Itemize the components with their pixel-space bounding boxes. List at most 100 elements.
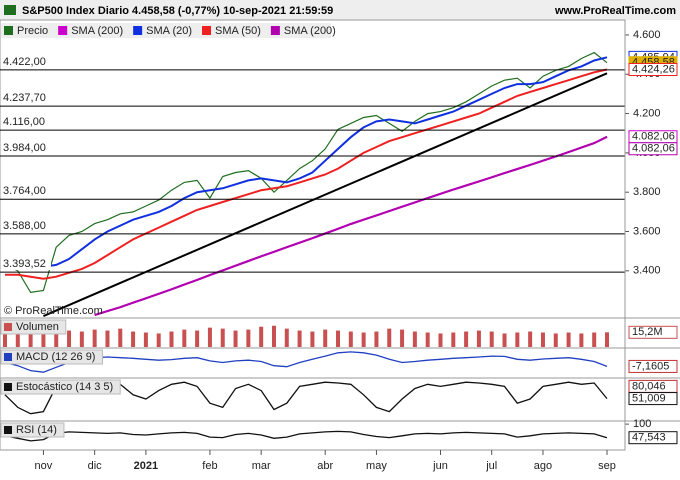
volume-bar xyxy=(502,333,507,347)
last-label: 4.082,06 xyxy=(632,143,675,155)
x-tick-label: abr xyxy=(317,460,333,472)
pane-title-bg xyxy=(0,422,65,438)
volume-bar xyxy=(41,322,46,347)
x-tick-label: sep xyxy=(598,460,616,472)
volume-bar xyxy=(361,332,366,347)
x-tick-label: may xyxy=(366,460,387,472)
x-tick-label: dic xyxy=(88,460,103,472)
volume-bar xyxy=(579,333,584,347)
volume-bar xyxy=(476,330,481,347)
last-label: 15,2M xyxy=(632,326,663,338)
level-label: 3.393,52 xyxy=(3,258,46,270)
legend-label: SMA (200) xyxy=(71,25,123,37)
pane-title-icon xyxy=(4,323,12,331)
y-tick-label: 100 xyxy=(633,418,651,430)
volume-bar xyxy=(515,332,520,347)
volume-bar xyxy=(220,328,225,347)
watermark: © ProRealTime.com xyxy=(4,305,103,317)
legend-label: Precio xyxy=(17,25,48,37)
level-label-bg xyxy=(1,91,51,105)
volume-bar xyxy=(79,331,84,347)
level-label-bg xyxy=(1,184,51,198)
pane xyxy=(4,51,608,317)
level-label: 4.116,00 xyxy=(3,116,45,128)
series-line xyxy=(5,68,608,280)
level-label-bg xyxy=(1,257,51,271)
last-label: -7,1605 xyxy=(632,360,669,372)
legend-label: SMA (200) xyxy=(284,25,336,37)
pane-title-bg xyxy=(0,379,121,395)
pane-title-icon xyxy=(4,383,12,391)
volume-bar xyxy=(412,331,417,347)
volume-bar xyxy=(67,330,72,347)
pane-title-bg xyxy=(0,349,103,365)
series-line xyxy=(4,56,608,268)
series-line xyxy=(94,135,608,317)
level-label: 3.984,00 xyxy=(3,142,46,154)
last-label-box xyxy=(628,62,678,76)
pane-title: RSI (14) xyxy=(16,424,57,436)
trendline xyxy=(43,72,608,317)
y-tick-label: 3.400 xyxy=(633,265,661,277)
pane-title: Volumen xyxy=(16,321,59,333)
legend-band xyxy=(1,23,331,38)
level-label: 4.422,00 xyxy=(3,56,46,68)
volume-bar xyxy=(400,329,405,347)
level-label: 3.764,00 xyxy=(3,185,46,197)
y-tick-label: 3.600 xyxy=(633,225,661,237)
volume-bar xyxy=(348,331,353,347)
pane-title: MACD (12 26 9) xyxy=(16,351,95,363)
legend-label: SMA (50) xyxy=(215,25,261,37)
x-tick-label: ago xyxy=(534,460,552,472)
pane-title: Estocástico (14 3 5) xyxy=(16,381,113,393)
volume-bar xyxy=(387,328,392,347)
last-label-box xyxy=(628,325,678,339)
volume-bar xyxy=(207,327,212,347)
x-tick-label: feb xyxy=(202,460,217,472)
last-label: 4.082,06 xyxy=(632,131,675,143)
volume-bar xyxy=(323,329,328,347)
volume-bar xyxy=(105,330,110,347)
volume-bar xyxy=(195,330,200,347)
pane-title-icon xyxy=(4,426,12,434)
level-label-bg xyxy=(1,54,51,68)
series-line xyxy=(4,51,608,294)
volume-bar xyxy=(374,331,379,347)
last-label-box xyxy=(628,392,678,406)
volume-bar xyxy=(336,330,341,347)
volume-bar xyxy=(489,331,494,347)
legend-swatch xyxy=(58,26,68,35)
y-tick-label: 4.600 xyxy=(633,29,661,41)
pane-title-bg xyxy=(0,319,67,335)
legend-swatch xyxy=(4,26,13,35)
volume-bar xyxy=(284,328,289,347)
level-label: 4.237,70 xyxy=(3,92,46,104)
pane-title-icon xyxy=(4,353,12,361)
pane xyxy=(3,322,609,347)
volume-bar xyxy=(451,332,456,347)
last-label-box xyxy=(628,142,678,156)
x-tick-label: 2021 xyxy=(134,460,158,472)
volume-bar xyxy=(425,332,430,347)
site: www.ProRealTime.com xyxy=(554,5,676,17)
volume-bar xyxy=(605,332,609,347)
level-label-bg xyxy=(1,115,51,129)
level-label-bg xyxy=(1,218,51,232)
last-label: 47,543 xyxy=(632,432,666,444)
header-band xyxy=(0,0,680,20)
volume-bar xyxy=(297,330,302,347)
x-tick-label: nov xyxy=(35,460,53,472)
volume-bar xyxy=(182,329,187,347)
x-tick-label: mar xyxy=(252,460,271,472)
y-tick-label: 4.200 xyxy=(633,107,661,119)
y-tick-label: 3.800 xyxy=(633,186,661,198)
last-label: 80,046 xyxy=(632,380,666,392)
chart-title: S&P500 Index Diario 4.458,58 (-0,77%) 10… xyxy=(22,5,333,17)
volume-bar xyxy=(143,332,148,347)
x-tick-label: jun xyxy=(432,460,448,472)
volume-bar xyxy=(92,329,97,347)
level-label-bg xyxy=(1,141,51,155)
legend-label: SMA (20) xyxy=(146,25,192,37)
indicator-line xyxy=(4,351,608,373)
